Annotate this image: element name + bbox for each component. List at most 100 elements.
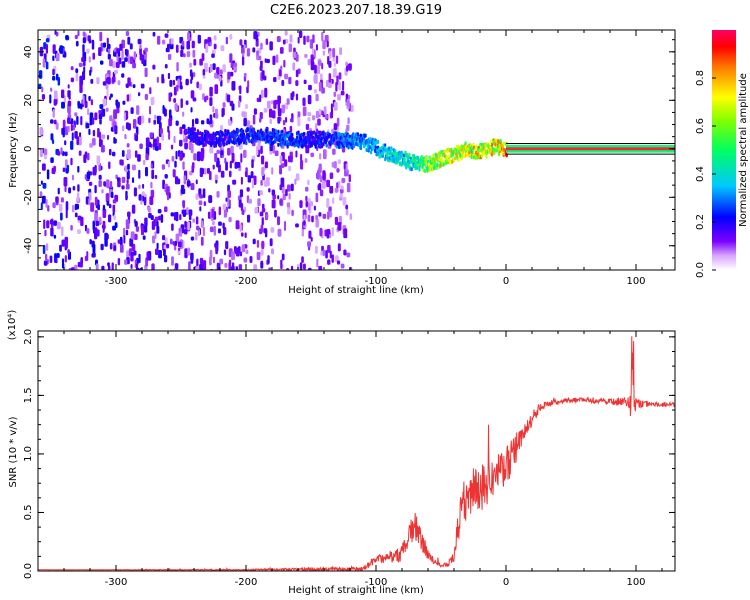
spectrogram-cell: [198, 83, 202, 91]
spectrogram-cell: [310, 152, 315, 158]
spectrogram-cell: [179, 139, 183, 147]
spectrogram-cell: [319, 175, 323, 183]
spectrogram-cell: [205, 43, 209, 53]
spectrogram-cell: [191, 40, 195, 49]
spectrogram-cell: [330, 103, 333, 113]
spectrogram-cell: [307, 58, 311, 66]
spectrogram-cell: [61, 226, 64, 237]
spectrogram-cell: [290, 265, 294, 270]
bottom-axis-ticks: -300 -200 -100 0 100 0.0 0.5 1.0 1.5 2.0: [23, 329, 675, 588]
spectrogram-cell: [295, 150, 298, 158]
spectrogram-cell: [188, 209, 193, 217]
spectrogram-cell: [329, 172, 334, 180]
spectrogram-cell: [110, 191, 114, 199]
spectrogram-cell: [390, 147, 393, 152]
spectrogram-cell: [269, 41, 273, 51]
spectrogram-cell: [348, 65, 352, 71]
spectrogram-cell: [137, 38, 142, 45]
spectrogram-cell: [97, 127, 100, 138]
spectrogram-cell: [112, 204, 116, 213]
spectrogram-cell: [75, 71, 79, 82]
spectrogram-cell: [139, 47, 142, 56]
spectrogram-cell: [92, 52, 96, 60]
spectrogram-cell: [224, 157, 227, 164]
spectrogram-cell: [39, 191, 43, 198]
spectrogram-cell: [240, 153, 243, 163]
spectrogram-cell: [305, 195, 308, 202]
spectrogram-cell: [229, 53, 233, 64]
spectrogram-cell: [88, 198, 91, 206]
spectrogram-cell: [345, 163, 348, 172]
spectrogram-cell: [346, 98, 350, 107]
spectrogram-cell: [184, 220, 187, 228]
spectrogram-cell: [94, 112, 98, 121]
spectrogram-cell: [151, 169, 155, 180]
spectrogram-cell: [45, 43, 49, 54]
x-tick-label: 100: [626, 577, 645, 588]
spectrogram-cell: [227, 190, 232, 199]
spectrogram-cell: [321, 31, 324, 42]
spectrogram-cell: [206, 167, 210, 174]
spectrogram-cell: [338, 269, 341, 270]
spectrogram-cell: [105, 107, 109, 112]
spectrogram-cell: [252, 127, 255, 132]
spectrogram-cell: [92, 166, 97, 176]
spectrogram-cell: [155, 248, 159, 256]
spectrogram-cell: [41, 94, 45, 100]
spectrogram-cell: [165, 186, 170, 196]
spectrogram-cell: [85, 123, 90, 129]
spectrogram-cell: [173, 211, 177, 221]
spectrogram-cell: [243, 111, 247, 120]
spectrogram-cell: [201, 132, 204, 137]
spectrogram-cell: [65, 209, 68, 219]
spectrogram-cell: [53, 220, 58, 226]
spectrogram-cell: [253, 175, 257, 186]
spectrogram-cell: [209, 97, 213, 106]
spectrogram-cell: [82, 95, 85, 105]
spectrogram-cell: [196, 81, 200, 89]
spectrogram-cell: [326, 198, 330, 208]
spectrogram-cell: [340, 185, 344, 190]
spectrogram-cell: [170, 212, 175, 217]
spectrogram-cell: [175, 44, 179, 53]
spectrogram-cell: [219, 258, 224, 265]
spectrogram-cell: [130, 251, 135, 257]
spectrogram-cell: [91, 39, 95, 50]
spectrogram-cell: [196, 258, 199, 267]
spectrogram-cell: [76, 116, 79, 125]
spectrogram-cell: [332, 68, 337, 78]
spectrogram-cell: [177, 250, 181, 255]
spectrogram-cell: [261, 217, 264, 226]
spectrogram-cell: [148, 212, 152, 219]
spectrogram-cell: [163, 244, 167, 251]
spectrogram-cell: [98, 216, 102, 224]
spectrogram-cell: [241, 56, 245, 66]
spectrogram-cell: [257, 142, 261, 150]
spectrogram-cell: [124, 57, 128, 62]
spectrogram-cell: [113, 137, 116, 144]
spectrogram-cell: [270, 227, 275, 233]
spectrogram-cell: [220, 45, 225, 52]
spectrogram-cell: [281, 253, 285, 261]
spectrogram-cell: [151, 263, 155, 270]
spectrogram-cell: [322, 50, 326, 56]
spectrogram-cell: [327, 211, 330, 220]
spectrogram-cell: [284, 73, 289, 80]
spectrogram-cell: [183, 175, 187, 185]
spectrogram-cell: [60, 197, 64, 203]
spectrogram-cell: [170, 238, 173, 245]
spectrogram-cell: [99, 104, 104, 109]
spectrogram-cell: [67, 125, 70, 133]
spectrogram-cell: [425, 156, 428, 161]
spectrogram-cell: [209, 226, 214, 233]
spectrogram-cell: [138, 115, 142, 126]
spectrogram-cells: [38, 30, 675, 270]
spectrogram-cell: [164, 33, 169, 38]
spectrogram-cell: [96, 155, 101, 166]
spectrogram-cell: [230, 100, 234, 106]
spectrogram-cell: [274, 209, 277, 218]
spectrogram-cell: [247, 80, 250, 89]
spectrogram-cell: [181, 124, 186, 130]
spectrogram-cell: [53, 234, 57, 239]
spectrogram-cell: [192, 218, 196, 223]
